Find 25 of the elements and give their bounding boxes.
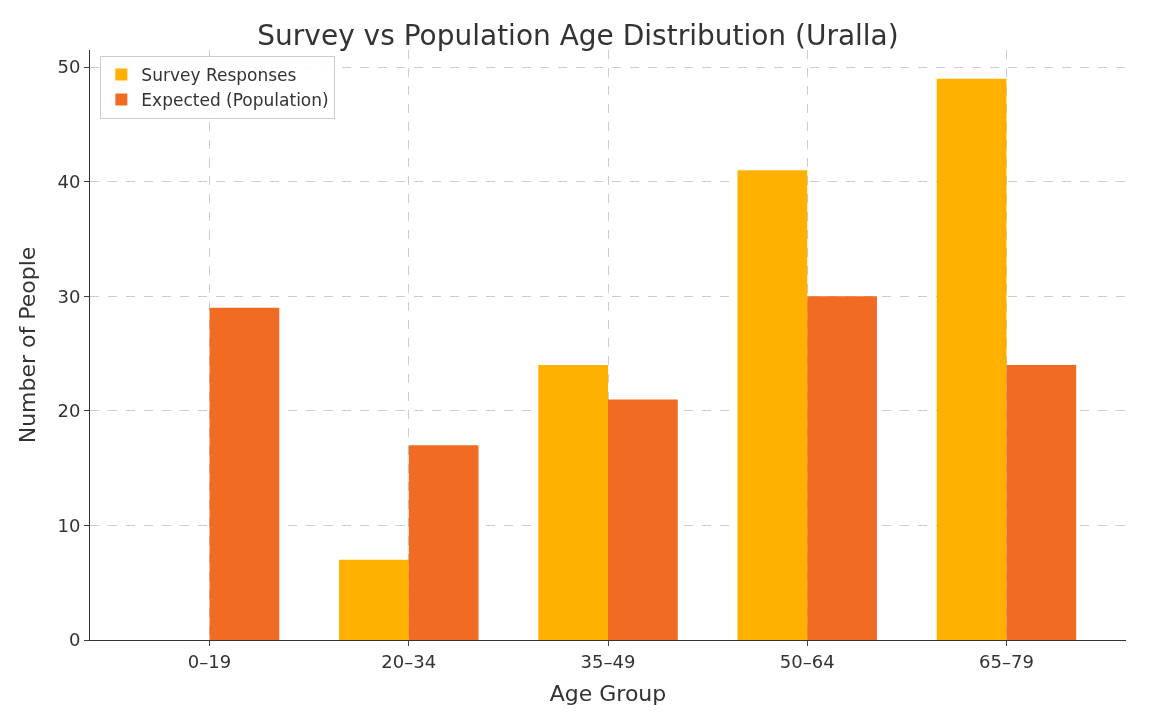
bar xyxy=(339,559,409,640)
bar xyxy=(608,399,678,640)
y-tick-label: 30 xyxy=(57,285,81,307)
x-tick-label: 20–34 xyxy=(381,650,437,672)
y-tick-label: 0 xyxy=(68,629,81,651)
y-tick-label: 20 xyxy=(57,400,81,422)
bar xyxy=(408,445,479,640)
bar xyxy=(1006,365,1077,640)
x-axis-title: Age Group xyxy=(549,681,667,707)
bar xyxy=(737,170,808,640)
bar xyxy=(936,78,1007,640)
bar xyxy=(807,296,877,640)
x-tick-label: 65–79 xyxy=(979,650,1034,672)
y-tick-label: 50 xyxy=(57,56,81,78)
bar xyxy=(538,365,608,640)
y-tick-label: 10 xyxy=(57,514,81,536)
y-tick-label: 40 xyxy=(57,171,81,193)
x-tick-label: 50–64 xyxy=(779,650,835,672)
legend-label: Expected (Population) xyxy=(141,90,329,111)
bar xyxy=(209,307,280,640)
x-tick-label: 0–19 xyxy=(187,650,232,672)
y-axis-title: Number of People xyxy=(15,246,41,444)
x-tick-label: 35–49 xyxy=(580,650,636,672)
chart-title: Survey vs Population Age Distribution (Uralla) xyxy=(257,18,899,52)
legend-label: Survey Responses xyxy=(141,65,297,86)
